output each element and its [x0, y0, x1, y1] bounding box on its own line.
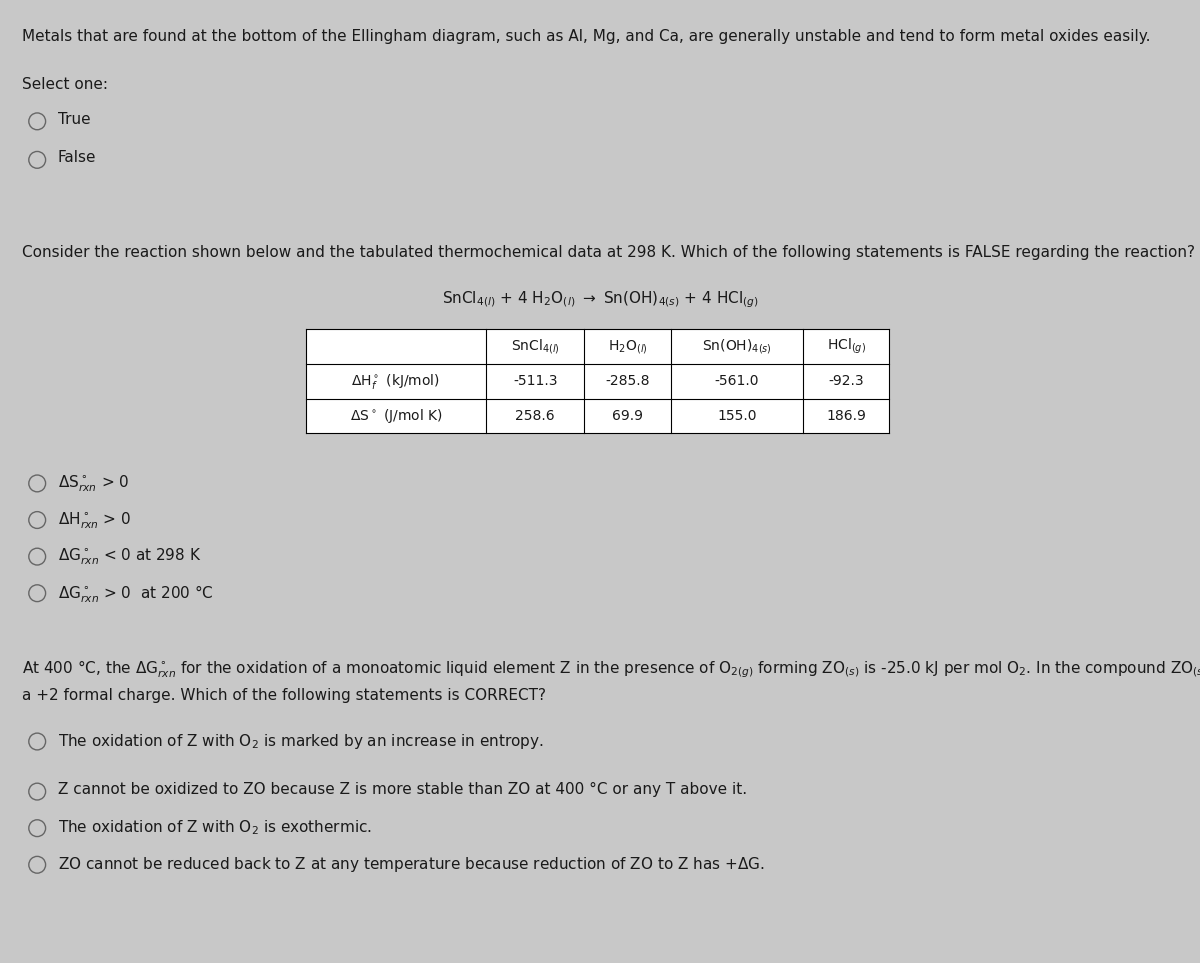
Text: SnCl$_{4(l)}$: SnCl$_{4(l)}$: [511, 337, 559, 356]
Text: -511.3: -511.3: [512, 375, 558, 388]
Text: True: True: [58, 112, 90, 127]
Bar: [306, 329, 889, 433]
Text: The oxidation of Z with O$_2$ is marked by an increase in entropy.: The oxidation of Z with O$_2$ is marked …: [58, 732, 544, 751]
Text: Metals that are found at the bottom of the Ellingham diagram, such as Al, Mg, an: Metals that are found at the bottom of t…: [22, 29, 1150, 44]
Text: $\Delta$H$^\circ_{rxn}$ > 0: $\Delta$H$^\circ_{rxn}$ > 0: [58, 510, 131, 531]
Text: Z cannot be oxidized to ZO because Z is more stable than ZO at 400 °C or any T a: Z cannot be oxidized to ZO because Z is …: [58, 782, 746, 797]
Text: False: False: [58, 150, 96, 166]
Text: Sn(OH)$_{4(s)}$: Sn(OH)$_{4(s)}$: [702, 337, 772, 356]
Text: $\Delta$G$^\circ_{rxn}$ < 0 at 298 K: $\Delta$G$^\circ_{rxn}$ < 0 at 298 K: [58, 547, 202, 567]
Text: H$_2$O$_{(l)}$: H$_2$O$_{(l)}$: [607, 338, 648, 355]
Text: -561.0: -561.0: [714, 375, 760, 388]
Text: SnCl$_{4(l)}$ + 4 H$_2$O$_{(l)}$ $\rightarrow$ Sn(OH)$_{4(s)}$ + 4 HCl$_{(g)}$: SnCl$_{4(l)}$ + 4 H$_2$O$_{(l)}$ $\right…: [442, 289, 758, 309]
Text: 186.9: 186.9: [826, 409, 866, 423]
Text: -285.8: -285.8: [605, 375, 650, 388]
Text: ZO cannot be reduced back to Z at any temperature because reduction of ZO to Z h: ZO cannot be reduced back to Z at any te…: [58, 855, 764, 874]
Text: -92.3: -92.3: [828, 375, 864, 388]
Text: $\Delta$H$^\circ_f$ (kJ/mol): $\Delta$H$^\circ_f$ (kJ/mol): [352, 372, 440, 391]
Text: At 400 °C, the $\Delta$G$^\circ_{rxn}$ for the oxidation of a monoatomic liquid : At 400 °C, the $\Delta$G$^\circ_{rxn}$ f…: [22, 659, 1200, 680]
Text: Select one:: Select one:: [22, 77, 108, 92]
Text: The oxidation of Z with O$_2$ is exothermic.: The oxidation of Z with O$_2$ is exother…: [58, 819, 372, 837]
Text: $\Delta$G$^\circ_{rxn}$ > 0  at 200 °C: $\Delta$G$^\circ_{rxn}$ > 0 at 200 °C: [58, 584, 214, 605]
Text: Consider the reaction shown below and the tabulated thermochemical data at 298 K: Consider the reaction shown below and th…: [22, 245, 1194, 260]
Text: $\Delta$S$^\circ$ (J/mol K): $\Delta$S$^\circ$ (J/mol K): [349, 407, 443, 425]
Text: a +2 formal charge. Which of the following statements is CORRECT?: a +2 formal charge. Which of the followi…: [22, 688, 546, 703]
Text: 155.0: 155.0: [718, 409, 756, 423]
Text: $\Delta$S$^\circ_{rxn}$ > 0: $\Delta$S$^\circ_{rxn}$ > 0: [58, 474, 128, 494]
Text: HCl$_{(g)}$: HCl$_{(g)}$: [827, 337, 865, 356]
Text: 258.6: 258.6: [515, 409, 556, 423]
Text: 69.9: 69.9: [612, 409, 643, 423]
